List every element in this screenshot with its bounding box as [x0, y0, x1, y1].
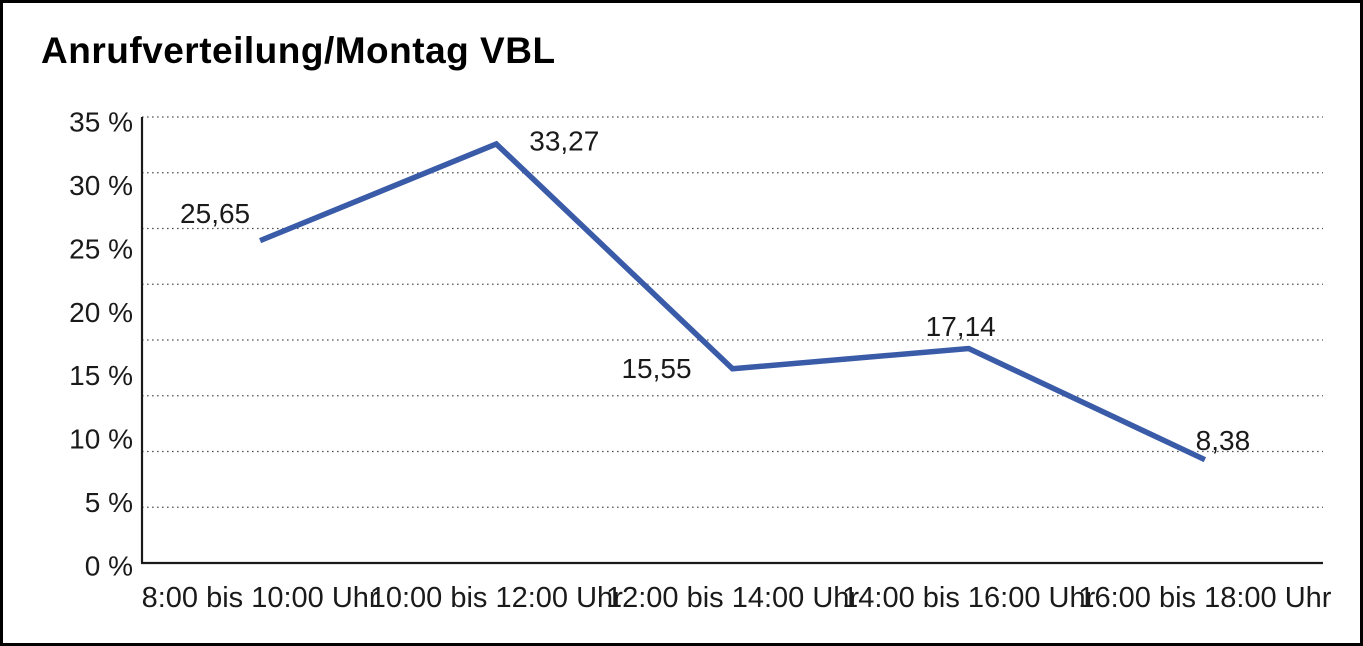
- y-tick-label: 35 %: [69, 107, 133, 138]
- x-tick-label: 14:00 bis 16:00 Uhr: [842, 582, 1095, 614]
- y-tick-label: 10 %: [69, 424, 133, 455]
- y-tick-label: 25 %: [69, 233, 133, 264]
- chart-title: Anrufverteilung/Montag VBL: [41, 30, 556, 71]
- x-tick-label: 8:00 bis 10:00 Uhr: [142, 582, 379, 614]
- series-line: [259, 140, 1207, 463]
- x-tick-label: 10:00 bis 12:00 Uhr: [370, 582, 623, 614]
- y-tick-label: 15 %: [69, 360, 133, 391]
- point-label: 15,55: [621, 353, 691, 384]
- point-label: 25,65: [180, 198, 250, 229]
- y-tick-label: 30 %: [69, 170, 133, 201]
- line-chart: 35 % 30 % 25 % 20 % 15 % 10 % 5 % 0 % 8:00 bis 1…: [69, 107, 1332, 615]
- point-label: 33,27: [529, 125, 599, 156]
- y-tick-label: 0 %: [85, 551, 133, 582]
- point-label: 8,38: [1196, 425, 1251, 456]
- y-tick-label: 20 %: [69, 297, 133, 328]
- x-tick-label: 16:00 bis 18:00 Uhr: [1078, 582, 1331, 614]
- y-tick-label: 5 %: [85, 487, 133, 518]
- x-tick-label: 12:00 bis 14:00 Uhr: [606, 582, 859, 614]
- point-label: 17,14: [926, 311, 996, 342]
